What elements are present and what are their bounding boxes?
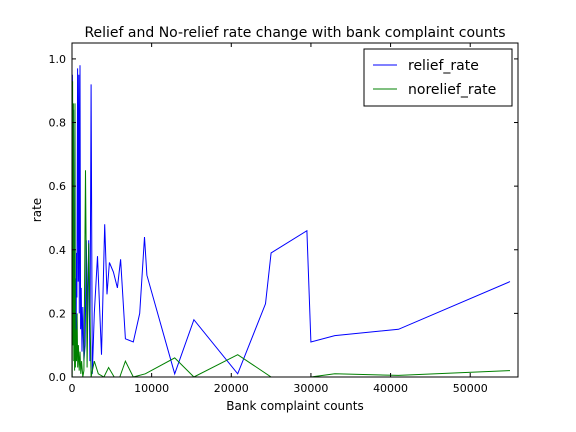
x-tick-label: 50000	[453, 382, 488, 395]
y-tick-label: 0.8	[49, 117, 67, 130]
y-tick-label: 0.4	[49, 244, 67, 257]
ticks-layer: 0 10000 20000 30000 40000 50000 0.0 0.2 0.4 0.6 0.…	[49, 43, 518, 395]
chart-title: Relief and No-relief rate change with ba…	[84, 25, 505, 41]
legend-box	[363, 48, 513, 107]
series-layer	[72, 65, 511, 377]
series-line-norelief-rate	[72, 81, 511, 377]
x-axis-label: Bank complaint counts	[226, 399, 363, 413]
y-axis-label: rate	[30, 198, 44, 222]
legend-label: relief_rate	[408, 58, 479, 74]
x-tick-label: 20000	[214, 382, 249, 395]
x-tick-label: 0	[69, 382, 76, 395]
y-tick-label: 0.0	[49, 371, 67, 384]
plot-frame	[71, 42, 519, 378]
legend-label: norelief_rate	[408, 82, 496, 98]
x-tick-label: 30000	[293, 382, 328, 395]
legend: relief_rate norelief_rate	[363, 48, 513, 107]
y-tick-label: 0.6	[49, 180, 67, 193]
y-tick-label: 0.2	[49, 307, 67, 320]
x-tick-label: 10000	[134, 382, 169, 395]
x-tick-label: 40000	[373, 382, 408, 395]
y-tick-label: 1.0	[49, 53, 67, 66]
series-line-relief-rate	[72, 65, 511, 376]
